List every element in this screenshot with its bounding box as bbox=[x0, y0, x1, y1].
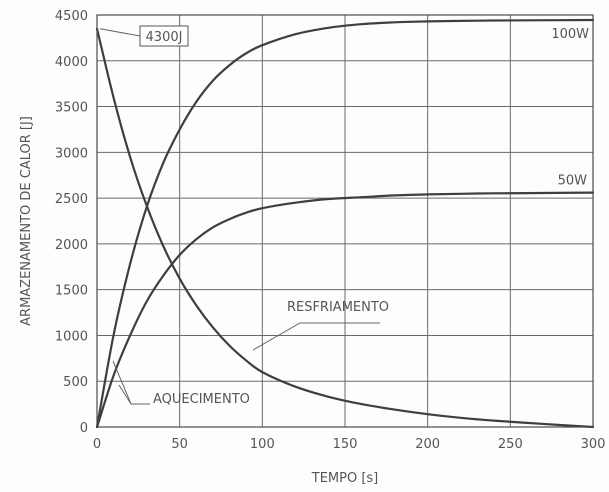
x-axis-title: TEMPO [s] bbox=[311, 471, 379, 486]
y-tick-label: 3000 bbox=[55, 146, 88, 161]
series-line-resfriamento bbox=[95, 27, 595, 429]
y-tick-label: 4500 bbox=[55, 9, 88, 24]
peak-callout-leader bbox=[99, 28, 141, 37]
cooling-callout: RESFRIAMENTO bbox=[252, 300, 389, 351]
series-line-50w bbox=[95, 191, 595, 429]
y-axis-title: ARMAZENAMENTO DE CALOR [J] bbox=[19, 116, 34, 326]
x-tick-label: 250 bbox=[498, 437, 523, 452]
y-tick-label: 2000 bbox=[55, 238, 88, 253]
heating-callout-text: AQUECIMENTO bbox=[153, 392, 250, 407]
series-label-100w: 100W bbox=[551, 27, 589, 42]
cooling-callout-leader bbox=[252, 322, 380, 351]
x-tick-label: 200 bbox=[415, 437, 440, 452]
peak-callout: 4300J bbox=[99, 25, 189, 47]
heating-callout: AQUECIMENTO bbox=[112, 360, 250, 407]
x-axis-ticks: 0 50 100 150 200 250 300 bbox=[93, 437, 606, 452]
heating-callout-leader-upper bbox=[112, 360, 150, 405]
x-tick-label: 100 bbox=[250, 437, 275, 452]
x-tick-label: 0 bbox=[93, 437, 101, 452]
plot-area-frame bbox=[96, 14, 594, 428]
y-tick-label: 1000 bbox=[55, 329, 88, 344]
series-label-50w: 50W bbox=[558, 174, 588, 189]
y-tick-label: 500 bbox=[63, 375, 88, 390]
y-tick-label: 4000 bbox=[55, 55, 88, 70]
peak-callout-box bbox=[139, 25, 189, 47]
series-line-100w bbox=[95, 18, 595, 429]
series-lines bbox=[95, 18, 595, 429]
y-tick-label: 3500 bbox=[55, 101, 88, 116]
peak-callout-text: 4300J bbox=[146, 30, 183, 45]
x-tick-label: 150 bbox=[333, 437, 358, 452]
y-axis-ticks: 0 500 1000 1500 2000 2500 3000 3500 4000 4500 bbox=[55, 9, 88, 436]
x-tick-label: 300 bbox=[581, 437, 606, 452]
grid bbox=[96, 14, 594, 428]
cooling-callout-text: RESFRIAMENTO bbox=[287, 300, 389, 315]
y-tick-label: 1500 bbox=[55, 284, 88, 299]
y-tick-label: 2500 bbox=[55, 192, 88, 207]
y-tick-label: 0 bbox=[80, 421, 88, 436]
x-tick-label: 50 bbox=[171, 437, 188, 452]
heating-callout-leader-lower bbox=[118, 384, 132, 405]
